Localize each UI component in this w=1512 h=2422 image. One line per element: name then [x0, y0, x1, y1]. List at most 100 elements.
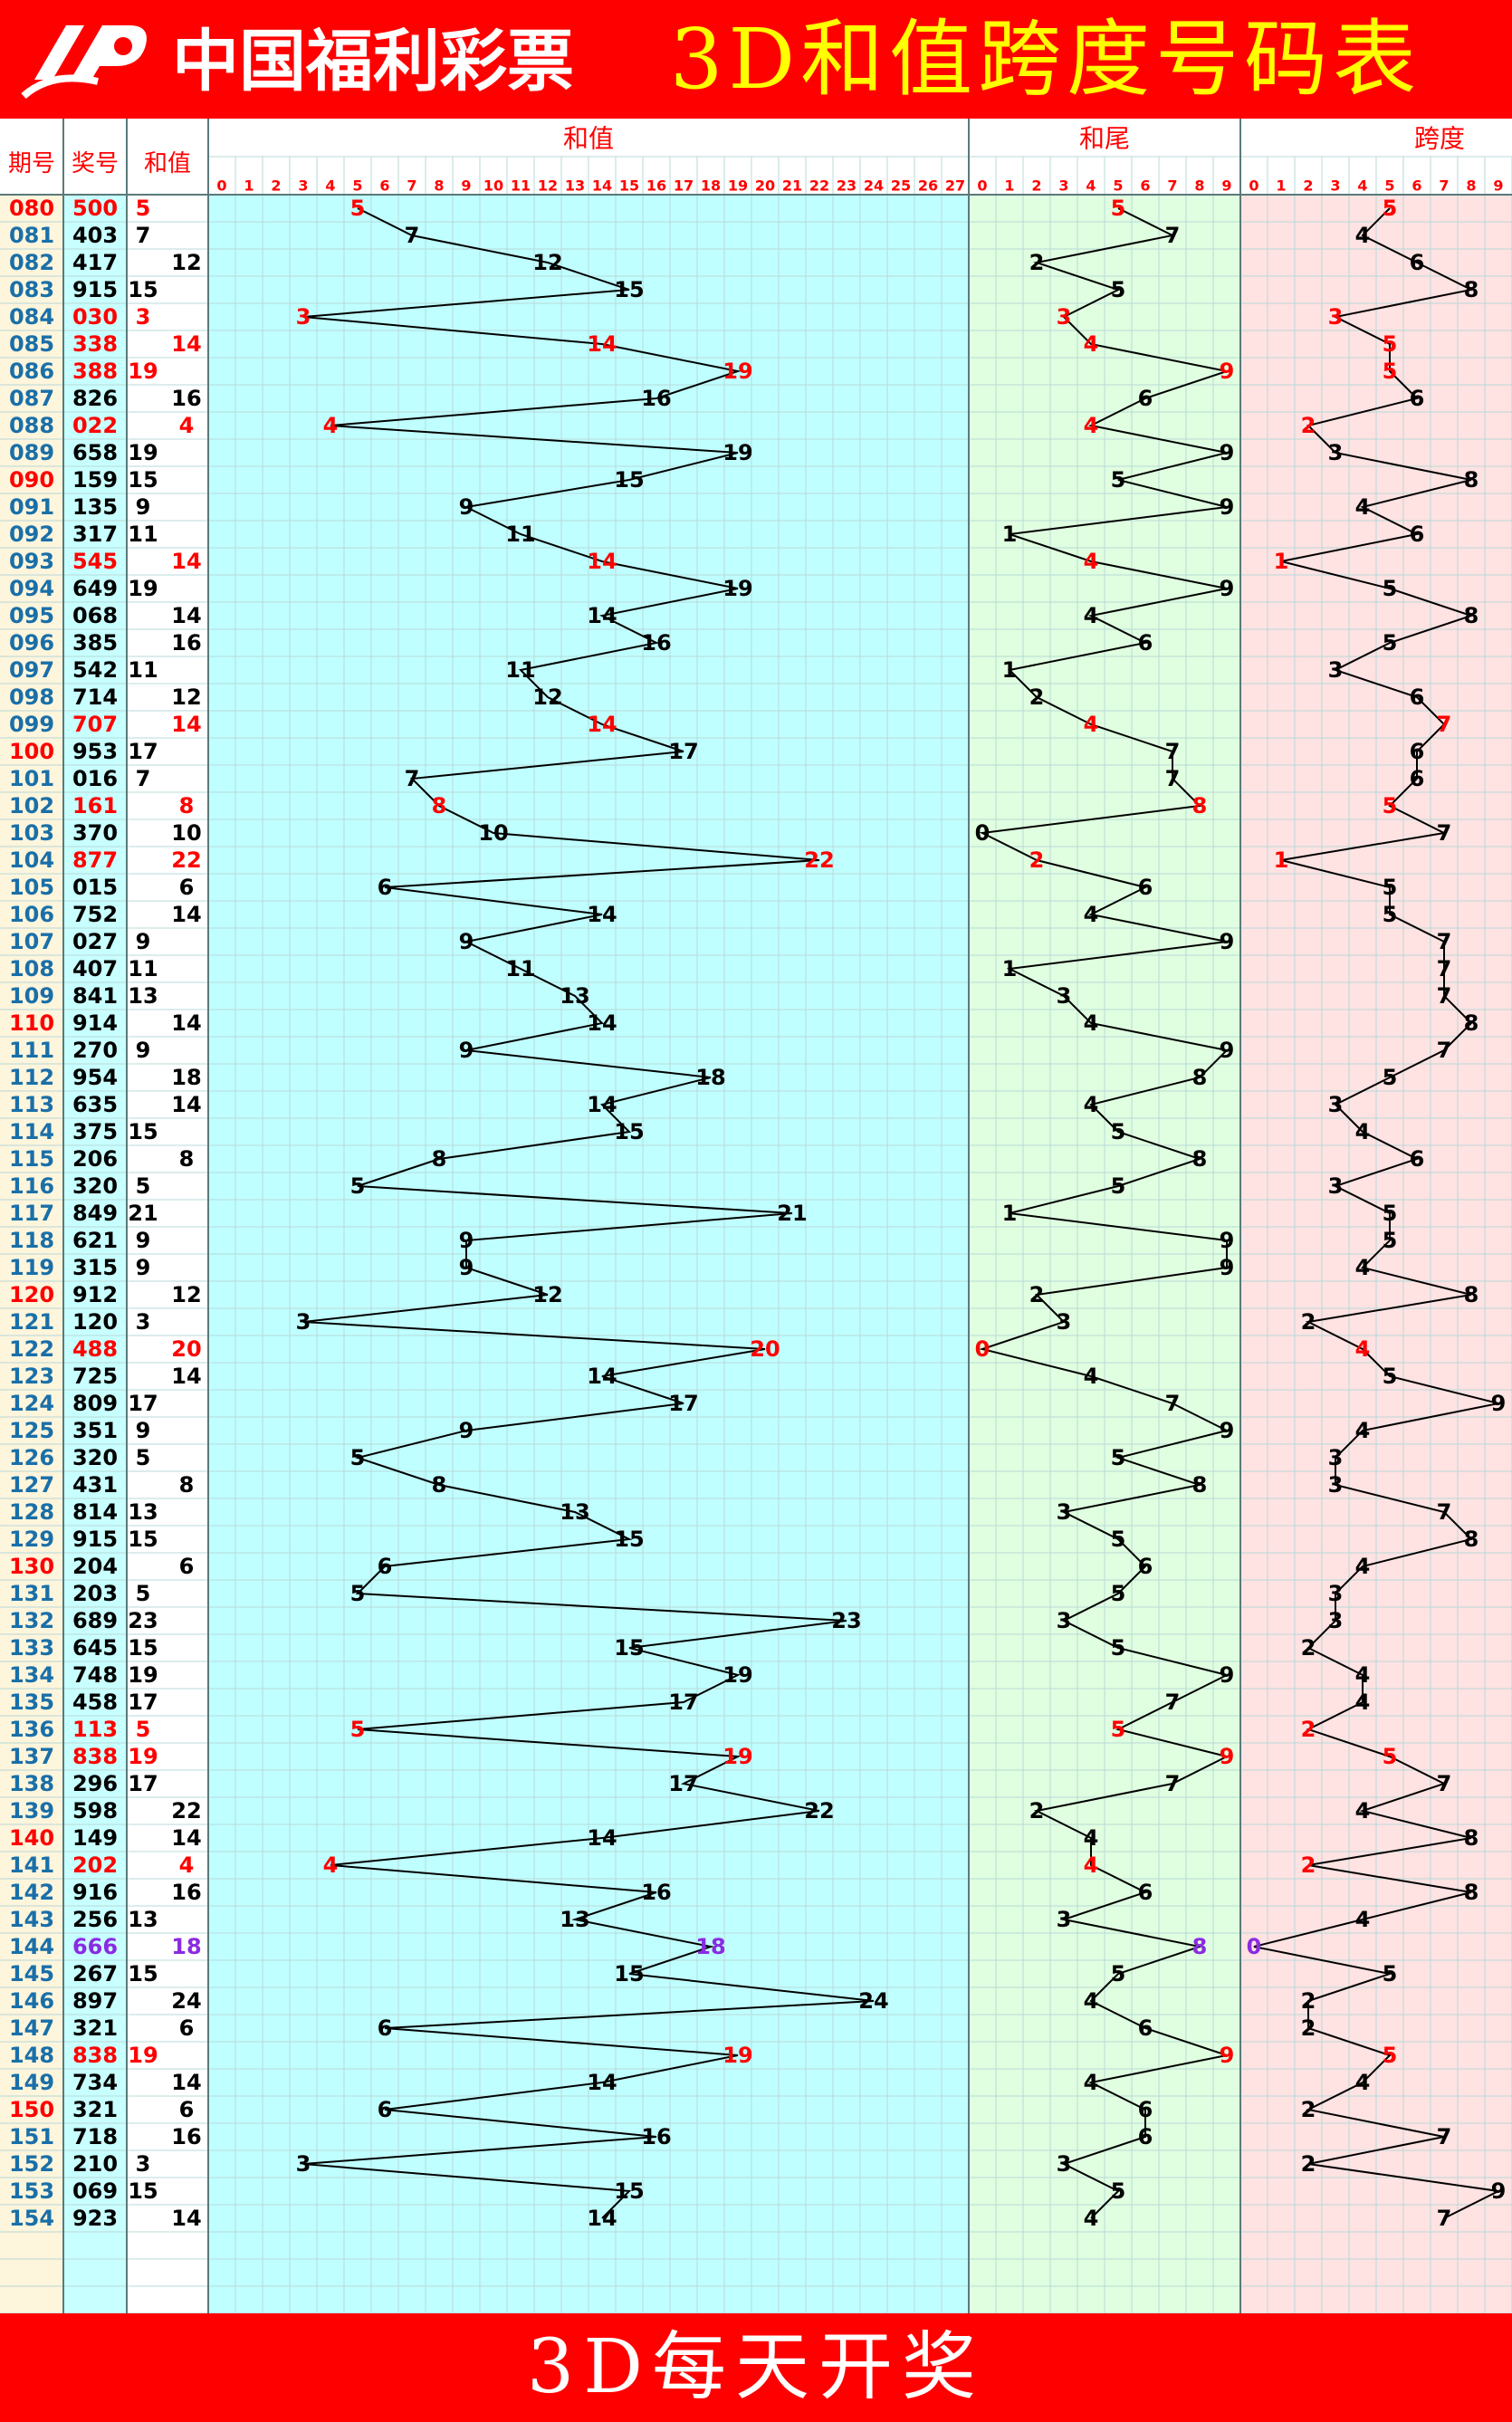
number-label: 658 — [72, 440, 118, 465]
span-axis-tick: 0 — [1249, 177, 1258, 195]
issue-label: 146 — [9, 1988, 54, 2014]
footer-title: 3D每天开奖 — [527, 2324, 985, 2410]
number-label: 954 — [72, 1065, 118, 1090]
sum-value-label: 22 — [171, 1798, 201, 1824]
span-point: 4 — [1355, 1255, 1371, 1280]
sum-value-label: 18 — [171, 1065, 201, 1090]
sum-value-label: 14 — [171, 549, 201, 574]
issue-label: 102 — [9, 793, 54, 819]
issue-label: 125 — [9, 1418, 54, 1443]
number-label: 621 — [72, 1228, 118, 1253]
span-point: 2 — [1301, 1717, 1316, 1742]
sum-value-label: 5 — [136, 1717, 151, 1742]
sum-axis-tick: 19 — [728, 177, 748, 195]
span-point: 5 — [1383, 793, 1398, 819]
span-axis-tick: 6 — [1412, 177, 1421, 195]
issue-label: 084 — [9, 304, 54, 330]
sum-point: 19 — [723, 359, 752, 384]
tail-axis-tick: 3 — [1058, 177, 1068, 195]
number-label: 204 — [72, 1554, 118, 1579]
number-label: 826 — [72, 386, 118, 411]
span-point: 5 — [1383, 1065, 1398, 1090]
issue-label: 134 — [9, 1662, 54, 1688]
sum-point: 3 — [296, 1309, 311, 1335]
span-point: 4 — [1355, 1798, 1371, 1824]
sum-axis-tick: 5 — [352, 177, 362, 195]
number-label: 635 — [72, 1092, 118, 1117]
issue-label: 145 — [9, 1961, 54, 1986]
span-point: 0 — [1247, 1934, 1262, 1959]
sum-value-label: 11 — [128, 657, 158, 683]
sum-value-label: 18 — [171, 1934, 201, 1959]
tail-point: 0 — [975, 820, 990, 846]
issue-label: 093 — [9, 549, 54, 574]
issue-label: 130 — [9, 1554, 54, 1579]
span-point: 4 — [1355, 494, 1371, 520]
tail-point: 5 — [1111, 1527, 1126, 1552]
number-label: 809 — [72, 1391, 118, 1416]
tail-axis-tick: 1 — [1004, 177, 1014, 195]
tail-point: 9 — [1220, 494, 1235, 520]
sum-value-label: 5 — [136, 1445, 151, 1470]
sum-point: 14 — [587, 2206, 617, 2231]
issue-label: 123 — [9, 1364, 54, 1389]
sum-point: 21 — [777, 1201, 807, 1226]
number-label: 320 — [72, 1173, 118, 1199]
sum-point: 16 — [641, 2124, 671, 2149]
issue-label: 108 — [9, 956, 54, 981]
sum-value-label: 5 — [136, 1173, 151, 1199]
issue-label: 088 — [9, 413, 54, 438]
sum-point: 17 — [668, 1391, 698, 1416]
tail-point: 5 — [1111, 2178, 1126, 2204]
tail-point: 8 — [1192, 1472, 1208, 1498]
sum-value-label: 19 — [128, 359, 158, 384]
issue-label: 112 — [9, 1065, 54, 1090]
sum-point: 12 — [532, 1282, 562, 1307]
span-point: 3 — [1328, 1608, 1344, 1633]
sum-point: 15 — [614, 1961, 644, 1986]
span-point: 3 — [1328, 1581, 1344, 1606]
issue-label: 148 — [9, 2043, 54, 2068]
span-point: 8 — [1464, 1010, 1479, 1036]
sum-point: 6 — [378, 2097, 393, 2122]
issue-label: 087 — [9, 386, 54, 411]
span-point: 3 — [1328, 440, 1344, 465]
span-point: 7 — [1437, 712, 1452, 737]
sum-point: 5 — [350, 1173, 366, 1199]
number-label: 159 — [72, 467, 118, 493]
issue-label: 127 — [9, 1472, 54, 1498]
tail-point: 4 — [1084, 2070, 1099, 2095]
sum-value-label: 14 — [171, 603, 201, 628]
sum-point: 4 — [323, 413, 339, 438]
number-label: 203 — [72, 1581, 118, 1606]
sum-axis-tick: 22 — [809, 177, 829, 195]
tail-point: 2 — [1029, 684, 1045, 710]
sum-point: 14 — [587, 1364, 617, 1389]
span-point: 8 — [1464, 1880, 1479, 1905]
issue-label: 091 — [9, 494, 54, 520]
header-sum: 和值 — [144, 150, 191, 177]
sum-point: 17 — [668, 739, 698, 764]
tail-axis-tick: 4 — [1086, 177, 1096, 195]
sum-value-label: 19 — [128, 2043, 158, 2068]
sum-point: 11 — [505, 522, 535, 547]
number-label: 296 — [72, 1771, 118, 1796]
number-label: 431 — [72, 1472, 118, 1498]
issue-label: 154 — [9, 2206, 54, 2231]
issue-label: 110 — [9, 1010, 54, 1036]
number-label: 752 — [72, 902, 118, 927]
span-axis-tick: 4 — [1357, 177, 1367, 195]
sum-value-label: 5 — [136, 1581, 151, 1606]
number-label: 915 — [72, 277, 118, 302]
sum-point: 14 — [587, 712, 617, 737]
number-label: 120 — [72, 1309, 118, 1335]
issue-label: 151 — [9, 2124, 54, 2149]
sum-point: 23 — [831, 1608, 861, 1633]
tail-point: 2 — [1029, 1282, 1045, 1307]
tail-point: 7 — [1165, 1690, 1181, 1715]
number-label: 407 — [72, 956, 118, 981]
span-point: 4 — [1355, 1418, 1371, 1443]
issue-label: 150 — [9, 2097, 54, 2122]
sum-axis-tick: 21 — [782, 177, 802, 195]
sum-point: 15 — [614, 2178, 644, 2204]
